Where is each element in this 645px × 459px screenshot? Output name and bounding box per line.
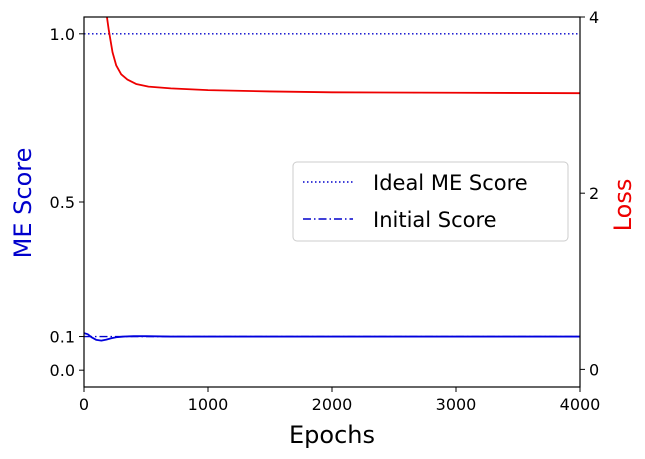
x-tick-label: 3000 xyxy=(436,395,477,414)
y-left-tick-label: 0.0 xyxy=(50,361,75,380)
x-axis-label: Epochs xyxy=(289,421,375,449)
y-right-tick-label: 2 xyxy=(589,184,599,203)
plot-lines xyxy=(84,17,580,342)
y-left-tick-label: 0.5 xyxy=(50,193,75,212)
series-line-2 xyxy=(84,332,580,342)
y-left-axis-label: ME Score xyxy=(9,148,37,259)
tick-group: 0 1000 2000 3000 4000 0.0 0.1 0.5 1.0 0 2 4 xyxy=(50,8,601,414)
x-tick-label: 4000 xyxy=(560,395,601,414)
legend-box xyxy=(292,161,569,242)
series-line-3 xyxy=(106,17,580,95)
legend-label-initial: Initial Score xyxy=(373,208,497,232)
y-right-axis-label: Loss xyxy=(609,179,637,232)
x-tick-label: 0 xyxy=(79,395,89,414)
legend-label-ideal: Ideal ME Score xyxy=(373,171,528,195)
x-tick-label: 1000 xyxy=(188,395,229,414)
x-tick-label: 2000 xyxy=(312,395,353,414)
y-right-tick-label: 0 xyxy=(589,360,599,379)
y-left-tick-label: 0.1 xyxy=(50,328,75,347)
legend: Ideal ME Score Initial Score xyxy=(292,161,569,242)
y-left-tick-label: 1.0 xyxy=(50,25,75,44)
y-right-tick-label: 4 xyxy=(589,8,599,27)
